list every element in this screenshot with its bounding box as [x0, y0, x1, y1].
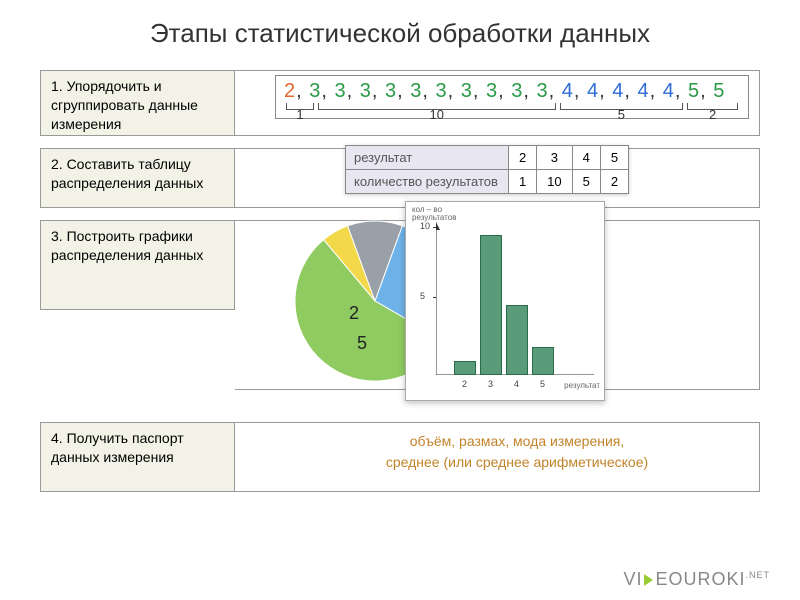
page-title: Этапы статистической обработки данных — [0, 0, 800, 63]
metrics-text: объём, размах, мода измерения, среднее (… — [285, 431, 749, 473]
step-4-visual: объём, размах, мода измерения, среднее (… — [235, 422, 760, 492]
bar — [532, 347, 554, 375]
bar — [454, 361, 476, 375]
content-area: 1. Упорядочить и сгруппировать данные из… — [40, 70, 760, 555]
metrics-line2: среднее (или среднее арифметическое) — [285, 452, 749, 473]
step-1-visual: 2, 3, 3, 3, 3, 3, 3, 3, 3, 3, 3, 4, 4, 4… — [235, 70, 760, 136]
step-3-box: 3. Построить графики распределения данны… — [40, 220, 235, 310]
pie-slice-label: 2 — [349, 303, 359, 324]
bar-ylabel: кол – во результатов — [412, 206, 452, 222]
row-step-3: 3. Построить графики распределения данны… — [40, 220, 760, 390]
bar — [480, 235, 502, 375]
bar-xlabel: результат — [564, 381, 600, 390]
watermark: VIEOUROKI.NET — [623, 569, 770, 590]
row-step-4: 4. Получить паспорт данных измерения объ… — [40, 422, 760, 492]
table-row: результат 2 3 4 5 — [346, 146, 629, 170]
bar-axes: 2345510 — [436, 222, 594, 375]
distribution-table: результат 2 3 4 5 количество результатов… — [345, 145, 629, 194]
step-1-box: 1. Упорядочить и сгруппировать данные из… — [40, 70, 235, 136]
table-header-result: результат — [346, 146, 509, 170]
sequence-numbers: 2, 3, 3, 3, 3, 3, 3, 3, 3, 3, 3, 4, 4, 4… — [284, 80, 740, 103]
step-2-box: 2. Составить таблицу распределения данны… — [40, 148, 235, 208]
table-header-count: количество результатов — [346, 170, 509, 194]
step-4-box: 4. Получить паспорт данных измерения — [40, 422, 235, 492]
sequence-brackets: 11052 — [284, 101, 740, 116]
table-row: количество результатов 1 10 5 2 — [346, 170, 629, 194]
step-2-visual: результат 2 3 4 5 количество результатов… — [235, 148, 760, 208]
play-icon — [644, 574, 653, 586]
step-3-visual: 25 кол – во результатов результат 234551… — [235, 220, 760, 390]
metrics-line1: объём, размах, мода измерения, — [285, 431, 749, 452]
row-step-2: 2. Составить таблицу распределения данны… — [40, 148, 760, 208]
bar-chart-panel: кол – во результатов результат 2345510 — [405, 201, 605, 401]
row-step-1: 1. Упорядочить и сгруппировать данные из… — [40, 70, 760, 136]
sequence-panel: 2, 3, 3, 3, 3, 3, 3, 3, 3, 3, 3, 4, 4, 4… — [275, 75, 749, 119]
pie-slice-label: 5 — [357, 333, 367, 354]
bar — [506, 305, 528, 375]
